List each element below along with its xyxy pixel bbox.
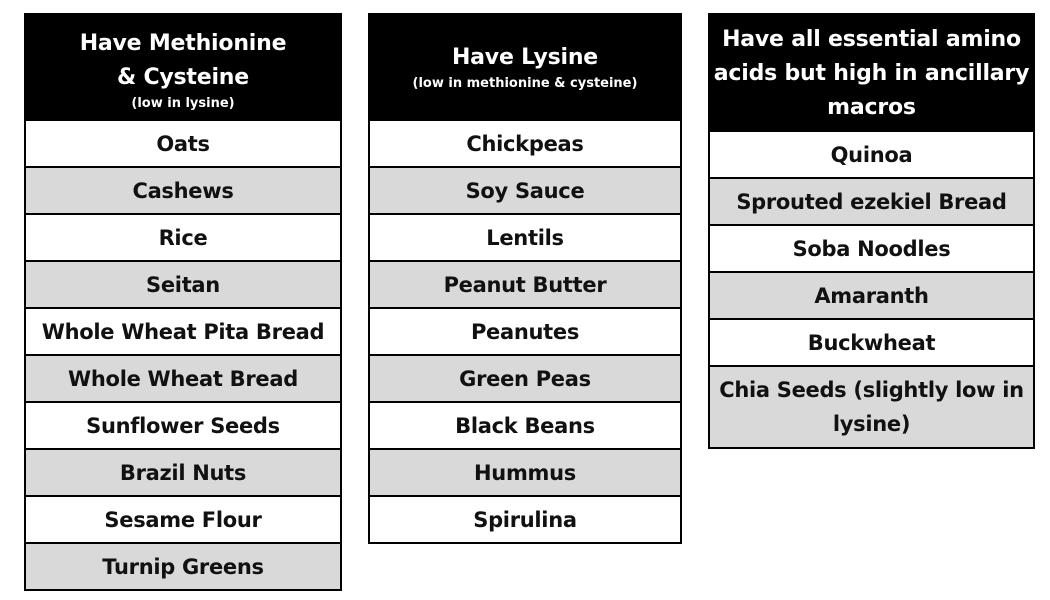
table-title: Have all essential amino acids but high …: [713, 26, 1030, 120]
table-lysine: Have Lysine (low in methionine & cystein…: [368, 13, 682, 544]
table-header: Have Methionine & Cysteine (low in lysin…: [26, 15, 340, 119]
table-header: Have all essential amino acids but high …: [710, 15, 1033, 130]
table-rows: Oats Cashews Rice Seitan Whole Wheat Pit…: [26, 119, 340, 589]
table-row: Rice: [26, 215, 340, 260]
table-row: Whole Wheat Pita Bread: [26, 309, 340, 354]
table-title: Have Lysine: [451, 45, 599, 70]
table-methionine-cysteine: Have Methionine & Cysteine (low in lysin…: [24, 13, 342, 591]
table-row: Hummus: [370, 450, 680, 495]
table-row: Lentils: [370, 215, 680, 260]
table-row: Chia Seeds (slightly low in lysine): [710, 367, 1033, 447]
table-row: Turnip Greens: [26, 544, 340, 589]
table-header: Have Lysine (low in methionine & cystein…: [370, 15, 680, 119]
table-title: Have Methionine & Cysteine: [79, 31, 287, 90]
table-row: Cashews: [26, 168, 340, 213]
table-row: Oats: [26, 121, 340, 166]
table-row: Soy Sauce: [370, 168, 680, 213]
table-subtitle: (low in methionine & cysteine): [412, 76, 638, 91]
table-row: Chickpeas: [370, 121, 680, 166]
table-row: Green Peas: [370, 356, 680, 401]
table-rows: Quinoa Sprouted ezekiel Bread Soba Noodl…: [710, 130, 1033, 447]
table-row: Amaranth: [710, 273, 1033, 318]
table-row: Sesame Flour: [26, 497, 340, 542]
table-row: Seitan: [26, 262, 340, 307]
table-row: Buckwheat: [710, 320, 1033, 365]
table-row: Quinoa: [710, 132, 1033, 177]
table-row: Sprouted ezekiel Bread: [710, 179, 1033, 224]
table-row: Peanutes: [370, 309, 680, 354]
table-row: Soba Noodles: [710, 226, 1033, 271]
table-complete-amino-acids: Have all essential amino acids but high …: [708, 13, 1035, 449]
table-row: Sunflower Seeds: [26, 403, 340, 448]
table-row: Spirulina: [370, 497, 680, 542]
table-row: Whole Wheat Bread: [26, 356, 340, 401]
table-rows: Chickpeas Soy Sauce Lentils Peanut Butte…: [370, 119, 680, 542]
table-subtitle: (low in lysine): [131, 96, 235, 111]
table-row: Black Beans: [370, 403, 680, 448]
table-row: Brazil Nuts: [26, 450, 340, 495]
table-row: Peanut Butter: [370, 262, 680, 307]
